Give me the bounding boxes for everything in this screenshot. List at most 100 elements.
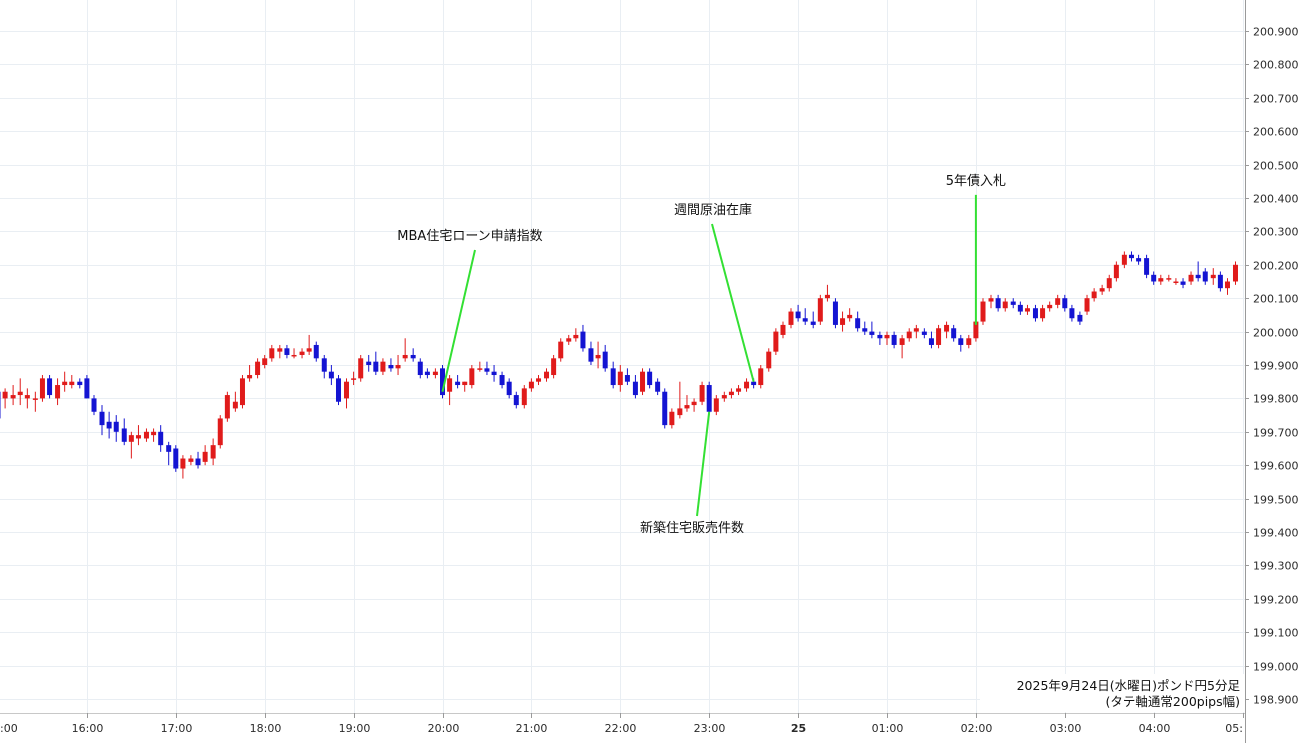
candle-body	[928, 338, 934, 345]
candle-body	[773, 331, 779, 352]
price-tick-label: 199.600	[1253, 460, 1299, 473]
candle	[0, 391, 1, 419]
price-tick-label: 199.100	[1253, 627, 1299, 640]
candle-body	[410, 354, 416, 359]
candle-body	[824, 294, 830, 299]
candle	[121, 418, 127, 446]
candle	[262, 354, 268, 369]
candle	[802, 308, 808, 325]
time-tick-label: 21:00	[516, 722, 548, 735]
candle-body	[173, 448, 179, 469]
candle	[728, 388, 734, 399]
candle	[55, 378, 61, 406]
candle-body	[758, 368, 764, 386]
candle-body	[373, 361, 379, 372]
candle	[640, 368, 646, 396]
price-tick-label: 200.200	[1253, 260, 1299, 273]
candle-body	[424, 371, 430, 376]
candle	[855, 311, 861, 332]
candle	[91, 395, 97, 416]
price-tick-label: 199.400	[1253, 527, 1299, 540]
price-tick-label: 200.400	[1253, 193, 1299, 206]
candle	[106, 411, 112, 439]
candle-body	[655, 381, 661, 392]
candle-body	[691, 401, 697, 406]
candle	[662, 388, 668, 429]
candle-body	[232, 401, 238, 409]
candle	[1040, 304, 1046, 322]
candle	[113, 415, 119, 442]
candle-body	[521, 388, 527, 406]
candle	[766, 348, 772, 372]
candle-body	[677, 408, 683, 416]
candle-body	[343, 381, 349, 399]
candle	[677, 381, 683, 419]
candle	[1113, 261, 1119, 282]
candle-body	[351, 378, 357, 380]
candle-body	[744, 381, 750, 389]
candle-body	[936, 328, 942, 345]
candle-body	[551, 358, 557, 376]
candle-body	[388, 365, 394, 369]
candle-body	[1144, 258, 1150, 275]
candle	[966, 334, 972, 349]
candle-body	[247, 375, 253, 379]
candle-body	[143, 431, 149, 439]
candle-body	[106, 421, 112, 429]
candle-body	[1217, 274, 1223, 289]
candle-body	[402, 354, 408, 359]
candle	[840, 311, 846, 332]
annotation-leader-line	[441, 249, 476, 392]
candle-body	[647, 371, 653, 386]
candle-body	[0, 391, 1, 419]
candle	[1099, 284, 1105, 295]
candle-body	[55, 385, 61, 399]
candle	[810, 311, 816, 329]
candle	[328, 365, 334, 386]
candle-body	[469, 368, 475, 386]
candle	[455, 375, 461, 389]
candle-body	[299, 351, 305, 355]
candle-body	[1173, 281, 1179, 283]
candle	[269, 344, 275, 362]
candle	[291, 348, 297, 359]
candle	[736, 385, 742, 396]
candle	[151, 428, 157, 442]
candle	[758, 365, 764, 389]
candle	[1210, 268, 1216, 285]
candle-body	[269, 348, 275, 359]
candle	[513, 391, 519, 409]
candle	[610, 361, 616, 389]
candle	[1173, 278, 1179, 285]
candle	[795, 304, 801, 322]
candle-body	[1166, 278, 1172, 280]
candle	[921, 328, 927, 339]
candle-body	[1180, 281, 1186, 285]
candle	[913, 324, 919, 339]
candle-body	[69, 381, 75, 386]
candle	[32, 391, 38, 412]
candle-body	[751, 381, 757, 386]
price-tick-label: 200.900	[1253, 26, 1299, 39]
candle-body	[528, 381, 534, 389]
candle-body	[1202, 271, 1208, 282]
candle-body	[617, 371, 623, 386]
candle-body	[202, 451, 208, 462]
candle	[313, 341, 319, 362]
annotation-label: 新築住宅販売件数	[640, 520, 744, 536]
candle-body	[566, 338, 572, 342]
candle	[1047, 301, 1053, 312]
candle-body	[395, 365, 401, 369]
caption-background	[980, 674, 1245, 712]
time-axis: :00 16:00 17:00 18:00 19:00 20:00 21:00 22:00 23…	[0, 713, 1244, 735]
price-tick-label: 199.500	[1253, 494, 1299, 507]
candle-body	[640, 371, 646, 392]
candle	[210, 438, 216, 466]
candle	[255, 358, 261, 379]
candle-body	[440, 368, 445, 396]
candle	[588, 341, 594, 365]
candle-body	[1136, 258, 1142, 262]
candle	[202, 445, 208, 466]
price-tick-label: 199.700	[1253, 427, 1299, 440]
time-tick-label: :00	[0, 722, 18, 735]
